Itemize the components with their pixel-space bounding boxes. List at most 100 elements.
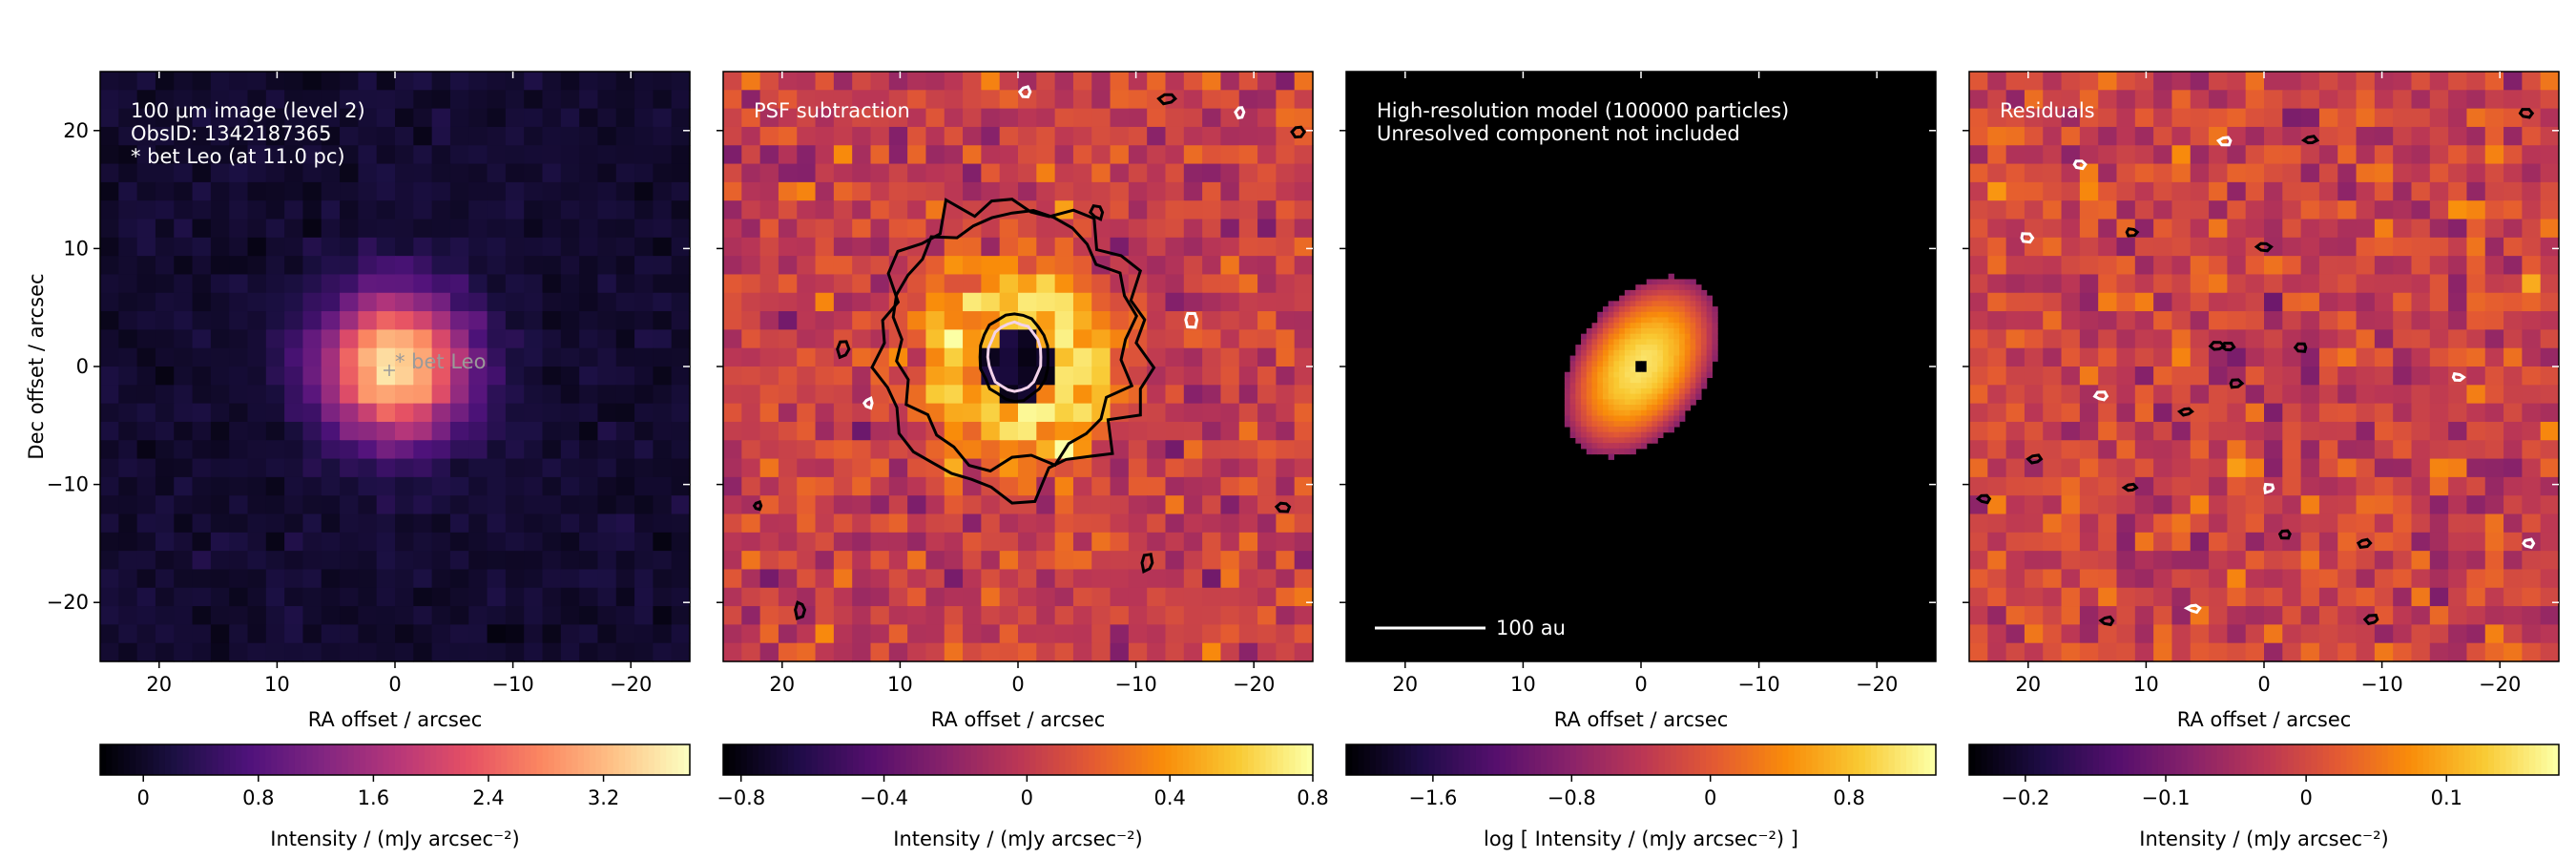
model-pixel bbox=[1624, 421, 1631, 428]
image-pixel bbox=[1276, 569, 1296, 589]
image-pixel bbox=[1054, 403, 1074, 423]
colorbar-segment bbox=[2187, 744, 2194, 775]
image-pixel bbox=[1276, 513, 1296, 534]
model-pixel bbox=[1668, 349, 1674, 357]
colorbar-segment bbox=[1183, 744, 1190, 775]
image-pixel bbox=[265, 145, 285, 165]
image-pixel bbox=[1072, 551, 1092, 571]
model-pixel bbox=[1684, 327, 1692, 335]
image-pixel bbox=[2079, 642, 2099, 662]
model-pixel bbox=[1564, 405, 1571, 411]
image-pixel bbox=[247, 108, 267, 128]
x-tick-label: −10 bbox=[2360, 673, 2402, 696]
colorbar-segment bbox=[1493, 744, 1501, 775]
image-pixel bbox=[2043, 385, 2063, 405]
colorbar-segment bbox=[800, 744, 807, 775]
image-pixel bbox=[376, 237, 396, 257]
image-pixel bbox=[2503, 329, 2523, 349]
image-pixel bbox=[155, 311, 175, 330]
image-pixel bbox=[542, 347, 562, 367]
image-pixel bbox=[1018, 606, 1037, 625]
image-pixel bbox=[1054, 329, 1074, 349]
image-pixel bbox=[2503, 551, 2523, 571]
model-pixel bbox=[1646, 399, 1653, 406]
colorbar-segment bbox=[1929, 744, 1937, 775]
image-pixel bbox=[358, 476, 378, 496]
colorbar-segment bbox=[1818, 744, 1825, 775]
image-pixel bbox=[542, 145, 562, 165]
image-pixel bbox=[1969, 347, 1988, 367]
model-pixel bbox=[1690, 333, 1696, 340]
image-pixel bbox=[174, 90, 194, 110]
colorbar-segment bbox=[917, 744, 924, 775]
image-pixel bbox=[229, 513, 249, 534]
image-pixel bbox=[155, 551, 175, 571]
image-pixel bbox=[505, 256, 525, 276]
image-pixel bbox=[1987, 274, 2007, 294]
model-pixel bbox=[1673, 371, 1680, 379]
model-pixel bbox=[1657, 367, 1664, 373]
model-pixel bbox=[1575, 426, 1582, 433]
colorbar-segment bbox=[618, 744, 626, 775]
colorbar-segment bbox=[430, 744, 437, 775]
image-pixel bbox=[1987, 108, 2007, 128]
image-pixel bbox=[2061, 385, 2081, 405]
image-pixel bbox=[981, 551, 1001, 571]
image-pixel bbox=[2484, 292, 2504, 312]
image-pixel bbox=[2318, 237, 2338, 257]
colorbar-segment bbox=[1623, 744, 1631, 775]
image-pixel bbox=[174, 440, 194, 460]
image-pixel bbox=[2116, 440, 2136, 460]
image-pixel bbox=[741, 90, 761, 110]
image-pixel bbox=[2356, 292, 2376, 312]
image-pixel bbox=[358, 513, 378, 534]
image-pixel bbox=[431, 513, 451, 534]
colorbar-segment bbox=[1877, 744, 1884, 775]
image-pixel bbox=[100, 587, 119, 607]
image-pixel bbox=[1165, 347, 1185, 367]
model-pixel bbox=[1700, 377, 1708, 384]
image-pixel bbox=[1018, 495, 1037, 515]
image-pixel bbox=[2429, 126, 2449, 146]
image-pixel bbox=[2503, 311, 2523, 330]
image-pixel bbox=[2411, 256, 2431, 276]
model-pixel bbox=[1608, 367, 1614, 373]
image-pixel bbox=[778, 440, 798, 460]
colorbar-segment bbox=[1393, 744, 1401, 775]
annotation-line: Unresolved component not included bbox=[1377, 122, 1740, 145]
image-pixel bbox=[192, 367, 212, 386]
image-pixel bbox=[524, 274, 544, 294]
image-pixel bbox=[2540, 624, 2560, 644]
image-pixel bbox=[653, 495, 673, 515]
image-pixel bbox=[1128, 237, 1148, 257]
image-pixel bbox=[431, 606, 451, 625]
image-pixel bbox=[653, 311, 673, 330]
contour-line bbox=[1274, 501, 1292, 513]
colorbar-segment bbox=[530, 744, 538, 775]
model-pixel bbox=[1586, 355, 1593, 362]
image-pixel bbox=[136, 513, 156, 534]
image-pixel bbox=[2079, 513, 2099, 534]
image-pixel bbox=[468, 163, 488, 183]
image-pixel bbox=[192, 513, 212, 534]
image-pixel bbox=[174, 642, 194, 662]
image-pixel bbox=[797, 256, 817, 276]
image-pixel bbox=[597, 292, 617, 312]
colorbar-segment bbox=[1358, 744, 1365, 775]
image-pixel bbox=[2374, 181, 2394, 201]
image-pixel bbox=[981, 642, 1001, 662]
image-pixel bbox=[358, 329, 378, 349]
image-pixel bbox=[413, 642, 433, 662]
image-pixel bbox=[741, 476, 761, 496]
image-pixel bbox=[1294, 606, 1314, 625]
image-pixel bbox=[1987, 237, 2007, 257]
model-pixel bbox=[1602, 361, 1610, 367]
image-pixel bbox=[2153, 495, 2173, 515]
image-pixel bbox=[1110, 90, 1130, 110]
colorbar-segment bbox=[2098, 744, 2106, 775]
image-pixel bbox=[579, 274, 599, 294]
image-pixel bbox=[376, 163, 396, 183]
image-pixel bbox=[560, 642, 580, 662]
image-pixel bbox=[1969, 108, 1988, 128]
